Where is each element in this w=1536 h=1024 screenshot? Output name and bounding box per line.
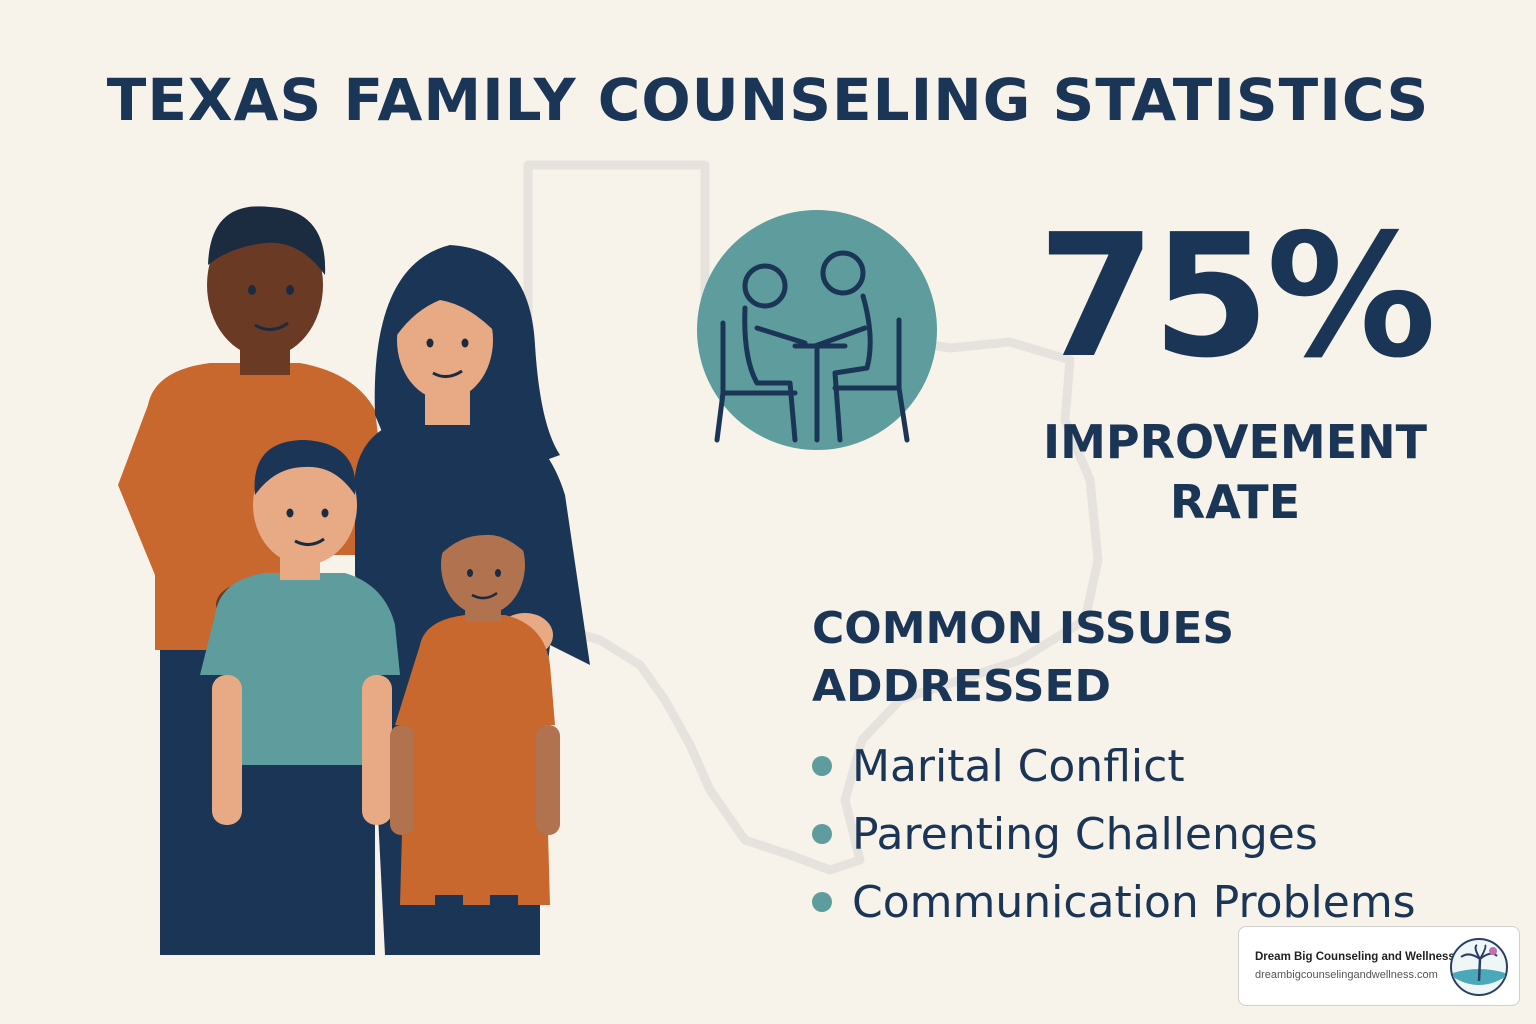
bullet-dot-icon	[812, 756, 832, 776]
stat-label-line2: RATE	[1169, 475, 1301, 529]
issue-label: Communication Problems	[852, 876, 1416, 928]
bullet-dot-icon	[812, 824, 832, 844]
brand-name: Dream Big Counseling and Wellness	[1255, 951, 1455, 963]
issues-heading: COMMON ISSUES ADDRESSED	[812, 600, 1312, 716]
brand-url[interactable]: dreambigcounselingandwellness.com	[1255, 969, 1438, 981]
family-illustration	[118, 206, 590, 955]
issues-heading-line2: ADDRESSED	[812, 661, 1112, 712]
issue-label: Parenting Challenges	[852, 808, 1318, 860]
counseling-session-icon	[697, 210, 937, 450]
brand-card[interactable]: Dream Big Counseling and Wellness dreamb…	[1238, 926, 1520, 1006]
page-title: TEXAS FAMILY COUNSELING STATISTICS	[106, 66, 1430, 134]
brand-logo-palm-icon	[1450, 938, 1508, 996]
issues-heading-line1: COMMON ISSUES	[812, 603, 1235, 654]
list-item: Marital Conflict	[812, 732, 1416, 800]
boy-figure	[200, 440, 400, 955]
stat-label-line1: IMPROVEMENT	[1043, 415, 1427, 469]
improvement-stat-value: 75%	[1037, 198, 1437, 396]
list-item: Parenting Challenges	[812, 800, 1416, 868]
list-item: Communication Problems	[812, 868, 1416, 936]
girl-figure	[390, 495, 560, 955]
issue-label: Marital Conflict	[852, 740, 1185, 792]
bullet-dot-icon	[812, 892, 832, 912]
improvement-stat-label: IMPROVEMENT RATE	[1020, 412, 1450, 532]
issues-list: Marital Conflict Parenting Challenges Co…	[812, 732, 1416, 936]
